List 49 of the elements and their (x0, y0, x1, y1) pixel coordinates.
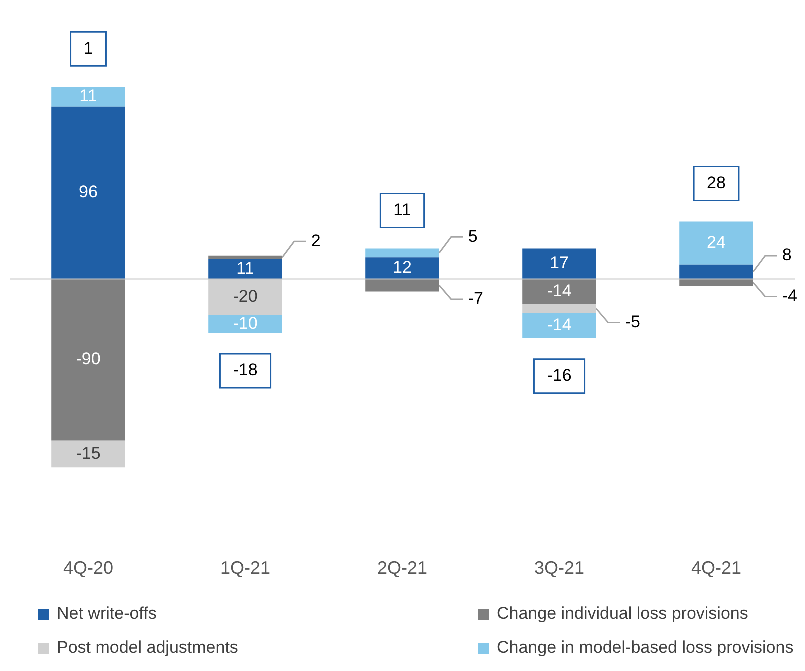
bar (366, 248, 440, 258)
data-label: 11 (80, 86, 98, 106)
bar (522, 304, 596, 314)
legend-label: Change individual loss provisions (497, 604, 748, 624)
bar (208, 259, 282, 280)
bar (680, 222, 754, 265)
bar (52, 87, 126, 107)
legend-label: Net write-offs (57, 604, 157, 624)
data-label: -20 (233, 286, 258, 306)
bar (366, 258, 440, 280)
total-label: 11 (394, 200, 412, 220)
data-label: -10 (233, 314, 258, 333)
data-label: 96 (79, 182, 98, 202)
bar (366, 279, 440, 292)
data-label: 17 (550, 254, 569, 273)
data-label: 24 (707, 232, 726, 252)
total-label: 28 (707, 173, 726, 192)
total-label: 1 (84, 38, 94, 58)
x-tick-label: 2Q-21 (377, 558, 428, 578)
bar (52, 106, 126, 280)
bar (680, 264, 754, 280)
data-label: -7 (468, 289, 484, 308)
data-label: 2 (311, 231, 321, 250)
bar (208, 315, 282, 334)
data-label: 8 (782, 246, 792, 265)
data-label: 12 (393, 258, 412, 278)
bar (52, 279, 126, 441)
data-label: -4 (782, 286, 798, 306)
bar (522, 279, 596, 304)
data-label: -14 (547, 316, 572, 335)
data-label: -5 (625, 312, 641, 332)
x-tick-label: 3Q-21 (534, 558, 585, 578)
legend-label: Change in model-based loss provisions (497, 638, 794, 658)
data-label: -15 (76, 444, 101, 463)
data-label: -14 (547, 281, 572, 300)
x-tick-label: 1Q-21 (220, 558, 271, 578)
bar (208, 256, 282, 260)
bar (680, 279, 754, 286)
bar (522, 313, 596, 338)
x-tick-label: 4Q-21 (691, 558, 742, 578)
data-label: 11 (236, 259, 254, 278)
bar (522, 248, 596, 280)
x-tick-label: 4Q-20 (63, 558, 114, 578)
legend-label: Post model adjustments (57, 638, 238, 658)
data-label: 5 (468, 226, 478, 246)
bar (52, 440, 126, 468)
data-label: -90 (76, 350, 101, 369)
total-label: -16 (547, 366, 572, 386)
total-label: -18 (233, 360, 258, 380)
